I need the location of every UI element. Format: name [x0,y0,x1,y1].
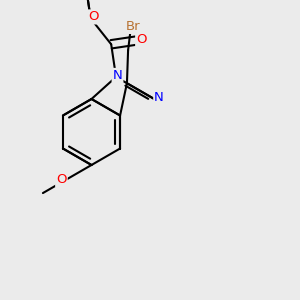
Text: O: O [56,173,67,187]
Text: N: N [154,91,164,104]
Text: N: N [112,69,122,82]
Text: Br: Br [126,20,141,33]
Text: O: O [136,33,147,46]
Text: O: O [88,11,99,23]
